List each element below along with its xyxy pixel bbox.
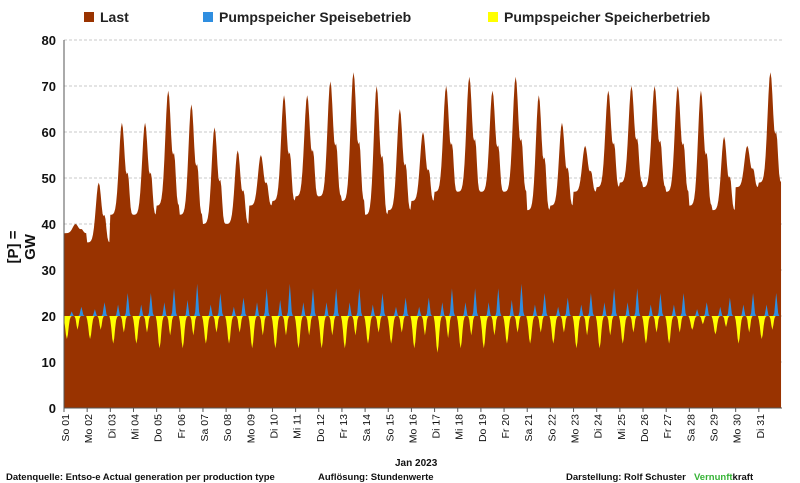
x-tick-label: Di 24 <box>593 414 605 439</box>
axes: 0 10 20 30 40 50 60 70 80 So 01 Mo 02 Di 03 Mi 04 Do … <box>42 33 782 443</box>
x-tick-label: Fr 13 <box>338 414 350 439</box>
x-tick-label: So 01 <box>60 414 72 442</box>
series-speisebetrieb-area <box>64 283 782 316</box>
footer-brand: Vernunftkraft <box>694 472 753 483</box>
legend-label-speisebetrieb: Pumpspeicher Speisebetrieb <box>219 9 412 25</box>
x-tick-label: Mo 16 <box>407 414 419 443</box>
x-tick-label: Mi 18 <box>454 414 466 440</box>
legend-swatch-last <box>84 12 94 22</box>
x-tick-label: Mo 30 <box>732 414 744 443</box>
y-tick-label: 10 <box>42 355 56 370</box>
footer-resolution: Auflösung: Stundenwerte <box>318 472 434 483</box>
legend-swatch-speicherbetrieb <box>488 12 498 22</box>
series-speicherbetrieb-area <box>64 316 782 353</box>
footer-author: Darstellung: Rolf Schuster <box>566 472 686 483</box>
x-tick-label: Do 12 <box>315 414 327 442</box>
footer-source: Datenquelle: Entso-e Actual generation p… <box>6 472 275 483</box>
x-tick-label: Mi 04 <box>129 414 141 440</box>
x-tick-label: Di 17 <box>431 414 443 439</box>
y-tick-label: 60 <box>42 125 56 140</box>
x-tick-label: Di 31 <box>755 414 767 439</box>
legend-swatch-speisebetrieb <box>203 12 213 22</box>
x-tick-label: Mo 09 <box>245 414 257 443</box>
x-tick-label: Fr 06 <box>176 414 188 439</box>
x-tick-label: Do 19 <box>477 414 489 442</box>
series-last-area <box>64 72 782 408</box>
x-tick-label: So 08 <box>222 414 234 442</box>
x-tick-label: Do 26 <box>639 414 651 442</box>
plot-area <box>64 72 782 408</box>
x-tick-label: So 29 <box>709 414 721 442</box>
y-tick-label: 80 <box>42 33 56 48</box>
x-tick-label: Sa 14 <box>361 414 373 442</box>
x-tick-label: So 22 <box>546 414 558 442</box>
x-tick-label: Do 05 <box>153 414 165 442</box>
y-tick-label: 40 <box>42 217 56 232</box>
x-tick-label: Sa 28 <box>685 414 697 442</box>
y-tick-label: 20 <box>42 309 56 324</box>
y-tick-label: 30 <box>42 263 56 278</box>
x-tick-label: Di 10 <box>268 414 280 439</box>
x-tick-label: So 15 <box>384 414 396 442</box>
legend-label-last: Last <box>100 9 129 25</box>
y-tick-label: 70 <box>42 79 56 94</box>
x-tick-label: Mi 11 <box>292 414 304 439</box>
x-tick-label: Sa 07 <box>199 414 211 442</box>
y-tick-label: 0 <box>49 401 56 416</box>
x-tick-label: Sa 21 <box>523 414 535 442</box>
footer-brand-part1: Vernunft <box>694 472 733 483</box>
legend-item-speicherbetrieb: Pumpspeicher Speicherbetrieb <box>488 7 710 27</box>
x-tick-label: Fr 20 <box>500 414 512 439</box>
x-tick-label: Di 03 <box>106 414 118 439</box>
legend-item-last: Last <box>84 7 129 27</box>
legend-label-speicherbetrieb: Pumpspeicher Speicherbetrieb <box>504 9 711 25</box>
x-axis-label: Jan 2023 <box>395 458 438 469</box>
x-tick-label: Mi 25 <box>616 414 628 440</box>
legend-item-speisebetrieb: Pumpspeicher Speisebetrieb <box>203 7 411 27</box>
y-axis-label: [P] = GW <box>5 230 39 264</box>
y-tick-label: 50 <box>42 171 56 186</box>
footer-brand-part2: kraft <box>732 472 754 483</box>
x-tick-label: Fr 27 <box>662 414 674 439</box>
x-tick-label: Mo 23 <box>570 414 582 443</box>
x-tick-label: Mo 02 <box>83 414 95 443</box>
